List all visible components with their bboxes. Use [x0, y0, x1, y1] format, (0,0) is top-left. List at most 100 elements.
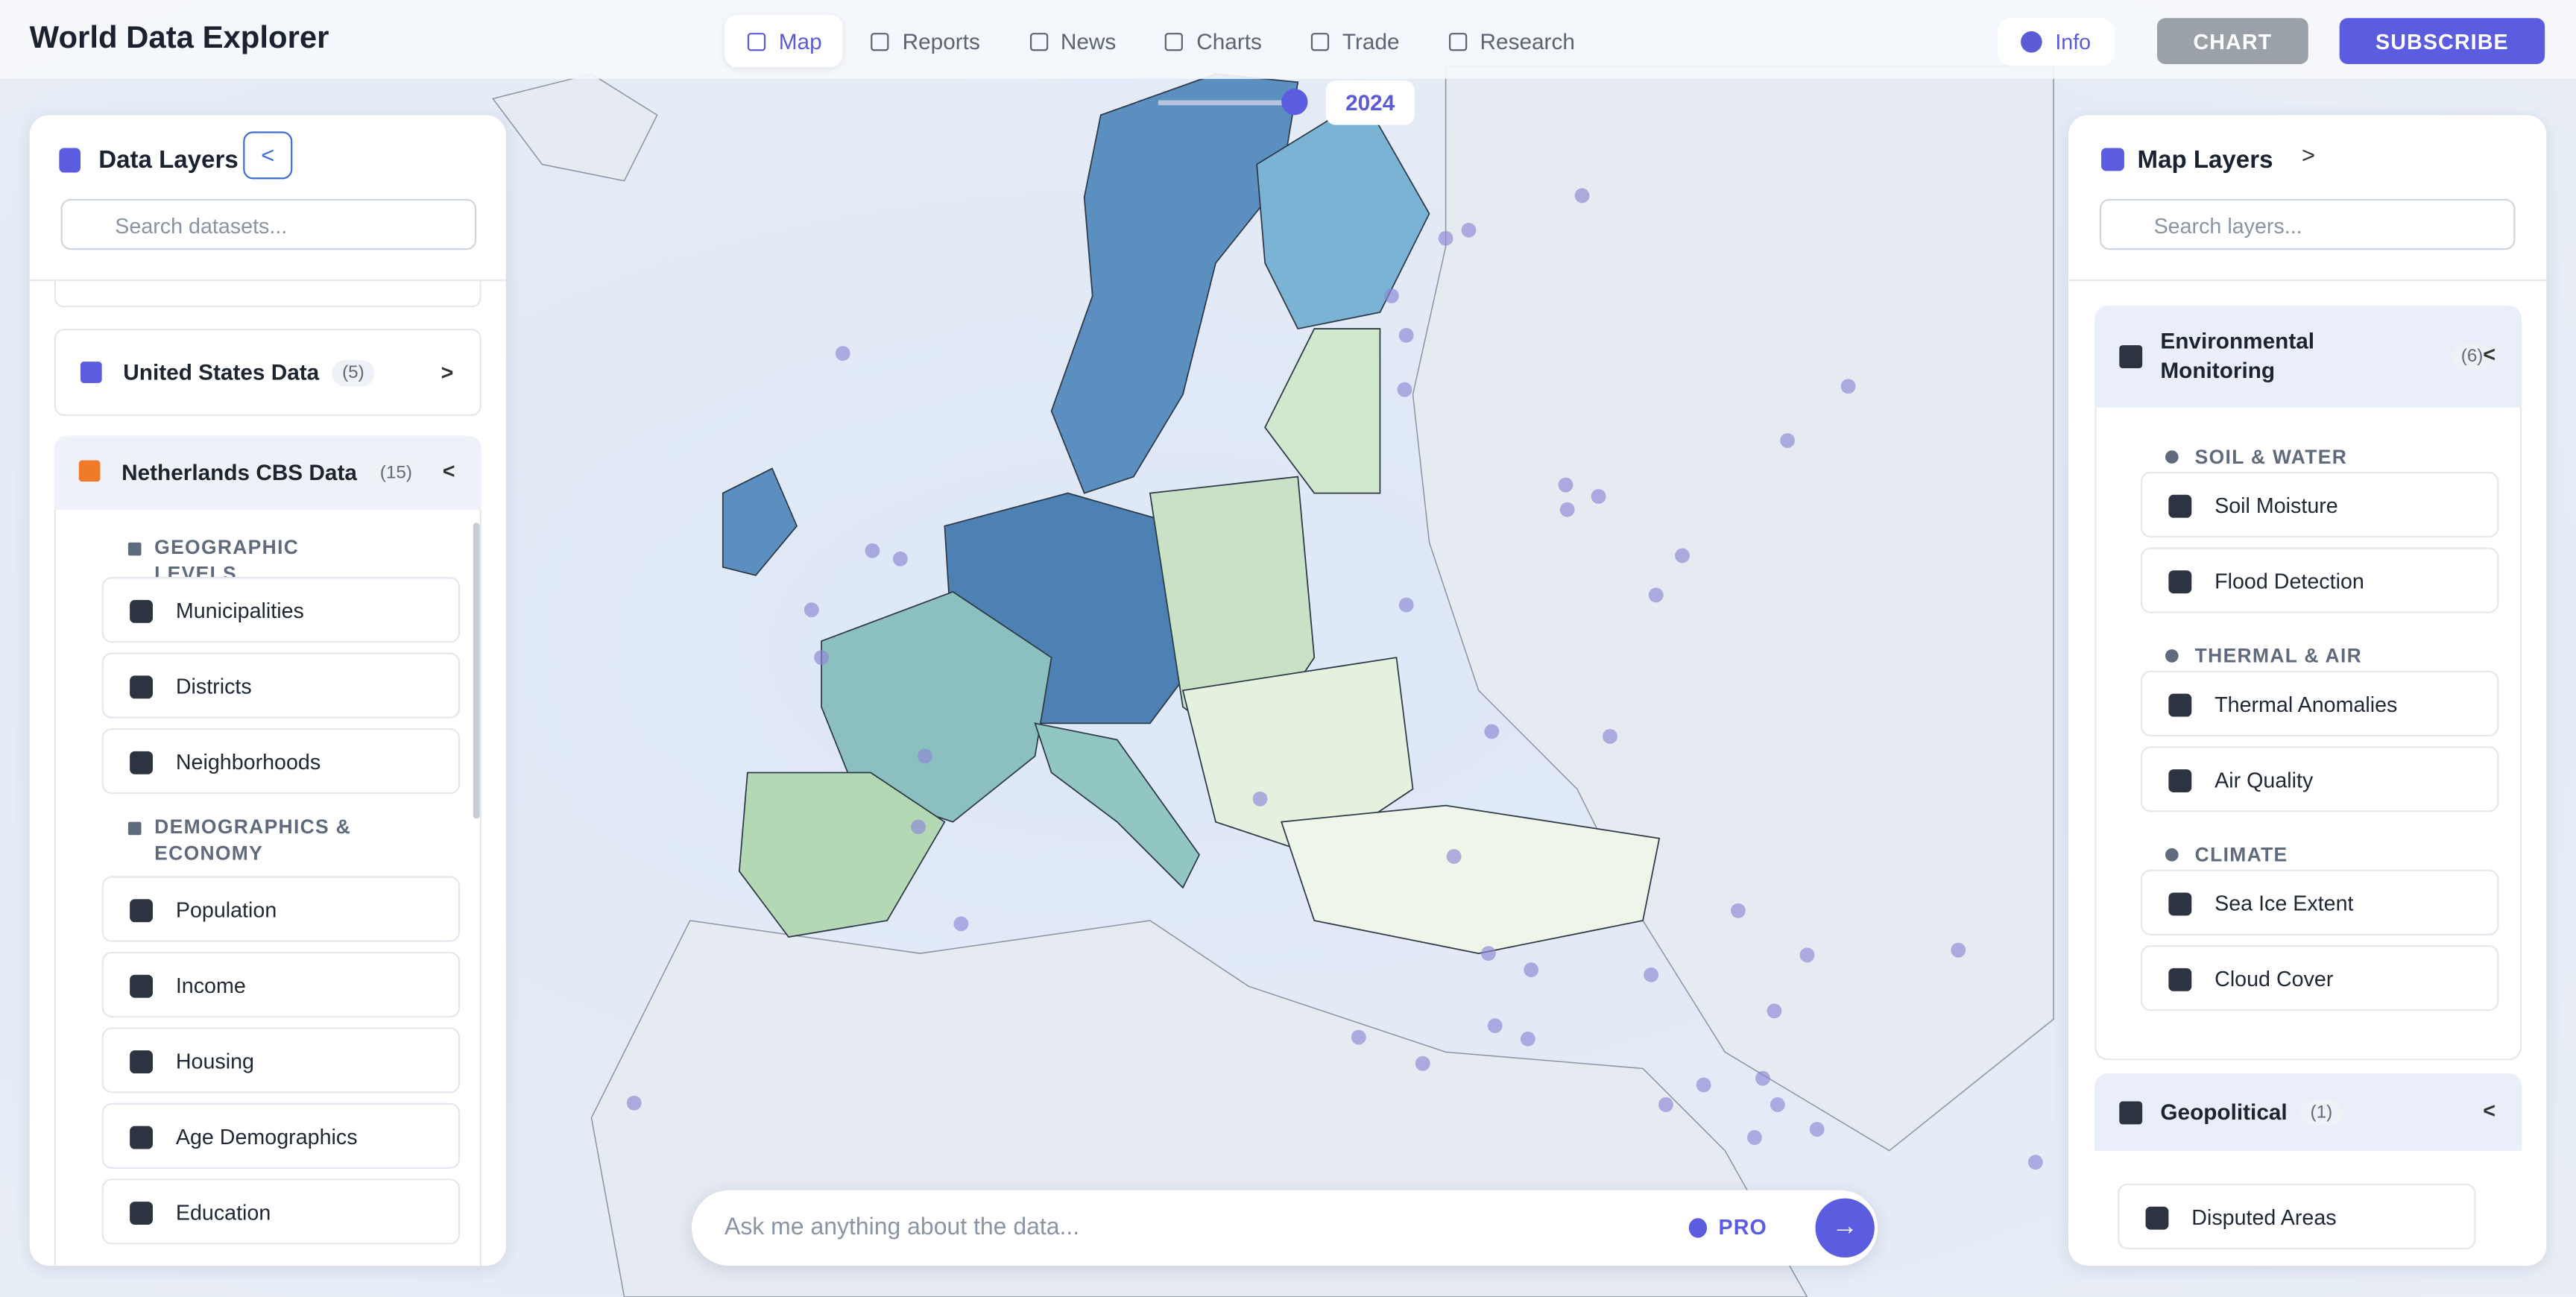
- map-marker[interactable]: [1524, 962, 1539, 978]
- layer-item[interactable]: Cloud Cover: [2140, 945, 2499, 1012]
- item-icon: [130, 675, 153, 699]
- map-marker[interactable]: [1809, 1122, 1825, 1137]
- map-marker[interactable]: [1780, 433, 1795, 448]
- nav-icon: [1311, 32, 1330, 51]
- map-marker[interactable]: [1398, 597, 1414, 613]
- map-marker[interactable]: [1675, 548, 1690, 564]
- layer-item[interactable]: Flood Detection: [2140, 547, 2499, 613]
- map-marker[interactable]: [1696, 1077, 1711, 1093]
- map-marker[interactable]: [1252, 791, 1268, 807]
- map-marker[interactable]: [1558, 477, 1573, 493]
- layer-item[interactable]: Education: [101, 1178, 461, 1245]
- map-marker[interactable]: [1731, 903, 1746, 918]
- map-marker[interactable]: [1648, 587, 1664, 603]
- layer-item[interactable]: Income: [101, 951, 461, 1018]
- map-marker[interactable]: [1747, 1130, 1762, 1145]
- map-marker[interactable]: [1799, 947, 1815, 963]
- map-marker[interactable]: [1574, 188, 1590, 203]
- layer-item[interactable]: Air Quality: [2140, 746, 2499, 812]
- group-header[interactable]: Geopolitical (1) <: [2094, 1073, 2522, 1151]
- layers-icon: [2101, 148, 2124, 171]
- item-label: Housing: [175, 1047, 254, 1073]
- map-marker[interactable]: [1438, 230, 1453, 246]
- map-marker[interactable]: [1461, 222, 1477, 238]
- info-button[interactable]: Info: [1998, 18, 2115, 66]
- pro-label[interactable]: PRO: [1718, 1214, 1767, 1240]
- expand-button[interactable]: >: [2301, 141, 2315, 168]
- map-marker[interactable]: [1415, 1055, 1430, 1071]
- map-marker[interactable]: [1487, 1018, 1503, 1034]
- chevron[interactable]: <: [2483, 1097, 2496, 1123]
- map-marker[interactable]: [804, 602, 819, 618]
- map-marker[interactable]: [1398, 327, 1414, 343]
- chevron[interactable]: <: [442, 458, 455, 484]
- layer-item[interactable]: Housing: [101, 1027, 461, 1094]
- group-name: Netherlands CBS Data: [121, 460, 357, 485]
- map-marker[interactable]: [911, 819, 926, 835]
- map-marker[interactable]: [1397, 382, 1412, 397]
- map-marker[interactable]: [1446, 849, 1462, 864]
- chevron[interactable]: <: [2483, 341, 2496, 367]
- layer-item[interactable]: Municipalities: [101, 577, 461, 643]
- layer-item[interactable]: Neighborhoods: [101, 728, 461, 795]
- map-marker[interactable]: [892, 551, 908, 567]
- item-icon: [2168, 693, 2192, 717]
- chevron[interactable]: >: [441, 359, 454, 385]
- map-marker[interactable]: [1603, 729, 1617, 744]
- send-button[interactable]: →: [1815, 1198, 1875, 1258]
- query-bar[interactable]: Ask me anything about the data... PRO →: [691, 1190, 1878, 1266]
- layer-item[interactable]: Soil Moisture: [2140, 471, 2499, 538]
- map-marker[interactable]: [865, 543, 880, 558]
- search-input[interactable]: Search datasets...: [60, 198, 477, 250]
- layer-item[interactable]: Disputed Areas: [2118, 1183, 2476, 1250]
- layer-item[interactable]: Age Demographics: [101, 1102, 461, 1169]
- collapse-button[interactable]: <: [243, 131, 293, 180]
- nav-item[interactable]: Research: [1426, 15, 1597, 68]
- chart-button[interactable]: CHART: [2156, 18, 2308, 65]
- nav-item[interactable]: Reports: [848, 15, 1002, 68]
- subscribe-button[interactable]: SUBSCRIBE: [2339, 18, 2545, 65]
- map-marker[interactable]: [1767, 1003, 1782, 1019]
- layer-item[interactable]: Population: [101, 876, 461, 942]
- nav-item[interactable]: Map: [724, 14, 844, 68]
- year-slider[interactable]: [1158, 100, 1297, 106]
- layer-item[interactable]: Districts: [101, 652, 461, 719]
- map-marker[interactable]: [814, 650, 829, 666]
- group-icon: [2119, 345, 2143, 368]
- section-icon: [127, 542, 142, 556]
- map-marker[interactable]: [1559, 502, 1575, 517]
- map-marker[interactable]: [1520, 1031, 1535, 1047]
- map-marker[interactable]: [1383, 288, 1399, 303]
- nav-label: Reports: [902, 28, 980, 54]
- map-marker[interactable]: [1770, 1097, 1785, 1112]
- map-marker[interactable]: [1480, 946, 1496, 961]
- map-marker[interactable]: [953, 916, 969, 932]
- map-marker[interactable]: [1351, 1029, 1366, 1045]
- map-marker[interactable]: [1658, 1097, 1673, 1112]
- info-label: Info: [2055, 29, 2092, 54]
- group-header[interactable]: Netherlands CBS Data (15) <: [54, 435, 482, 510]
- group-icon: [2119, 1100, 2143, 1124]
- nav-item[interactable]: Trade: [1288, 15, 1421, 68]
- layer-item[interactable]: Thermal Anomalies: [2140, 670, 2499, 736]
- year-handle[interactable]: [1281, 89, 1308, 116]
- nav-item[interactable]: News: [1006, 15, 1137, 68]
- group-header[interactable]: Environmental Monitoring (6) <: [2094, 306, 2522, 408]
- map-marker[interactable]: [626, 1095, 642, 1111]
- group-header[interactable]: United States Data (5) >: [54, 329, 482, 416]
- map-marker[interactable]: [1484, 724, 1500, 739]
- map-marker[interactable]: [1755, 1070, 1770, 1086]
- divider: [29, 279, 506, 282]
- map-marker[interactable]: [2027, 1155, 2043, 1170]
- search-input[interactable]: Search layers...: [2099, 198, 2516, 250]
- map-marker[interactable]: [917, 748, 932, 764]
- map-marker[interactable]: [1951, 942, 1966, 958]
- nav-item[interactable]: Charts: [1143, 15, 1284, 68]
- item-label: Education: [175, 1199, 271, 1224]
- map-marker[interactable]: [1591, 489, 1606, 504]
- scrollbar[interactable]: [473, 523, 480, 819]
- map-marker[interactable]: [835, 346, 850, 362]
- map-marker[interactable]: [1840, 379, 1856, 394]
- map-marker[interactable]: [1644, 967, 1659, 982]
- layer-item[interactable]: Sea Ice Extent: [2140, 869, 2499, 935]
